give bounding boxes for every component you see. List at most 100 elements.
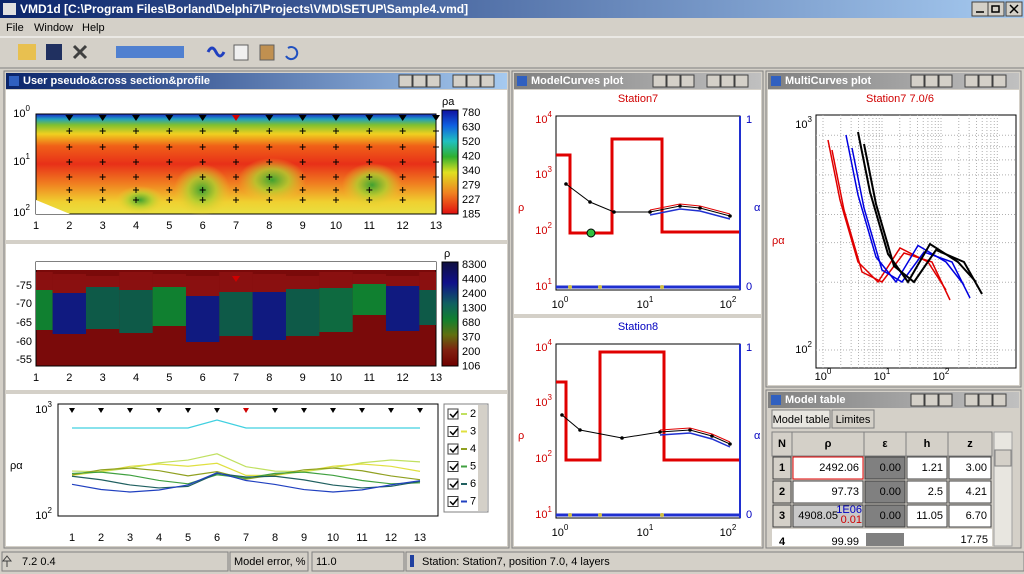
layer [285,289,320,336]
child-button[interactable] [964,393,979,407]
cell[interactable] [948,456,992,480]
child-button[interactable] [938,393,953,407]
station-marker[interactable] [243,408,249,413]
child-button[interactable] [680,74,695,88]
copy-button[interactable] [233,44,249,61]
station-marker[interactable] [185,408,191,413]
legend-checkbox[interactable] [447,496,459,507]
legend-checkbox[interactable] [447,461,459,472]
save-button[interactable] [46,44,62,60]
sounding-point [333,128,339,134]
child-button[interactable] [910,393,925,407]
layer-top [285,276,320,289]
child-button[interactable] [992,393,1007,407]
tick-base: 10 [13,108,25,120]
sounding-point [433,174,439,180]
child-button[interactable] [652,74,667,88]
child-button[interactable] [398,74,413,88]
tools-button[interactable] [72,44,88,60]
station-marker[interactable] [132,115,140,121]
x-tick-label: 7 [233,372,239,384]
station-marker[interactable] [398,115,407,121]
cell[interactable] [864,504,906,528]
station-marker[interactable] [98,115,107,121]
child-button[interactable] [978,393,993,407]
station-marker[interactable] [65,115,74,121]
station-marker[interactable] [98,408,104,413]
curve-button[interactable] [206,46,226,58]
cell[interactable] [948,504,992,528]
window-buttons[interactable] [971,1,1023,17]
menu-item[interactable]: File [6,22,24,34]
child-button[interactable] [734,74,749,88]
cell[interactable] [792,456,864,480]
station-marker[interactable] [330,408,336,413]
station-marker[interactable] [214,408,220,413]
station-marker[interactable] [301,408,307,413]
station-marker[interactable] [359,408,365,413]
station-marker[interactable] [127,408,133,413]
child-button[interactable] [720,74,735,88]
child-button[interactable] [978,74,993,88]
restore-button[interactable] [987,1,1005,17]
tab[interactable] [771,409,831,429]
cell[interactable] [906,456,948,480]
tick-base: 10 [795,119,807,131]
cell[interactable] [906,480,948,504]
station-marker[interactable] [432,115,440,121]
tick-label: 101 [874,367,891,383]
cell[interactable] [864,480,906,504]
open-button[interactable] [18,44,36,60]
menu-item[interactable]: Window [34,22,73,34]
child-button[interactable] [964,74,979,88]
undo-button[interactable] [285,46,299,61]
cell[interactable] [864,456,906,480]
station-marker[interactable] [232,276,240,282]
legend-checkbox[interactable] [447,443,459,455]
station-marker[interactable] [198,115,207,121]
child-button[interactable] [426,74,441,88]
cell[interactable] [792,480,864,504]
child-button[interactable] [452,74,467,88]
station-marker[interactable] [265,115,274,121]
sounding-point [133,159,139,165]
scroll-thumb[interactable] [994,449,1012,467]
menu-item[interactable]: Help [82,22,105,34]
layer [85,287,120,329]
sounding-point [233,197,239,203]
sounding-point [299,197,306,203]
station-marker[interactable] [298,115,307,121]
tab[interactable] [831,409,875,429]
cell[interactable] [792,504,864,528]
child-button[interactable] [924,393,939,407]
station-marker[interactable] [69,408,75,413]
scrollbar[interactable] [993,431,1013,547]
station-marker[interactable] [365,115,374,121]
legend-checkbox[interactable] [447,478,459,490]
station-marker[interactable] [232,115,240,121]
child-button[interactable] [666,74,681,88]
child-button[interactable] [924,74,939,88]
child-button[interactable] [910,74,925,88]
station-marker[interactable] [388,408,394,413]
minimize-button[interactable] [971,1,989,17]
station-marker[interactable] [417,408,423,413]
layout-buttons[interactable] [116,46,184,58]
child-button[interactable] [466,74,481,88]
selected-point[interactable] [586,228,596,238]
cell[interactable] [906,504,948,528]
legend-checkbox[interactable] [447,408,459,420]
child-button[interactable] [992,74,1007,88]
tick-label: 102 [535,221,552,237]
station-marker[interactable] [332,115,340,121]
paste-button[interactable] [259,44,275,61]
child-button[interactable] [706,74,721,88]
station-marker[interactable] [165,115,174,121]
child-button[interactable] [412,74,427,88]
station-marker[interactable] [272,408,278,413]
legend-checkbox[interactable] [447,426,459,437]
station-marker[interactable] [156,408,162,413]
child-button[interactable] [480,74,495,88]
child-button[interactable] [938,74,953,88]
cell[interactable] [948,480,992,504]
